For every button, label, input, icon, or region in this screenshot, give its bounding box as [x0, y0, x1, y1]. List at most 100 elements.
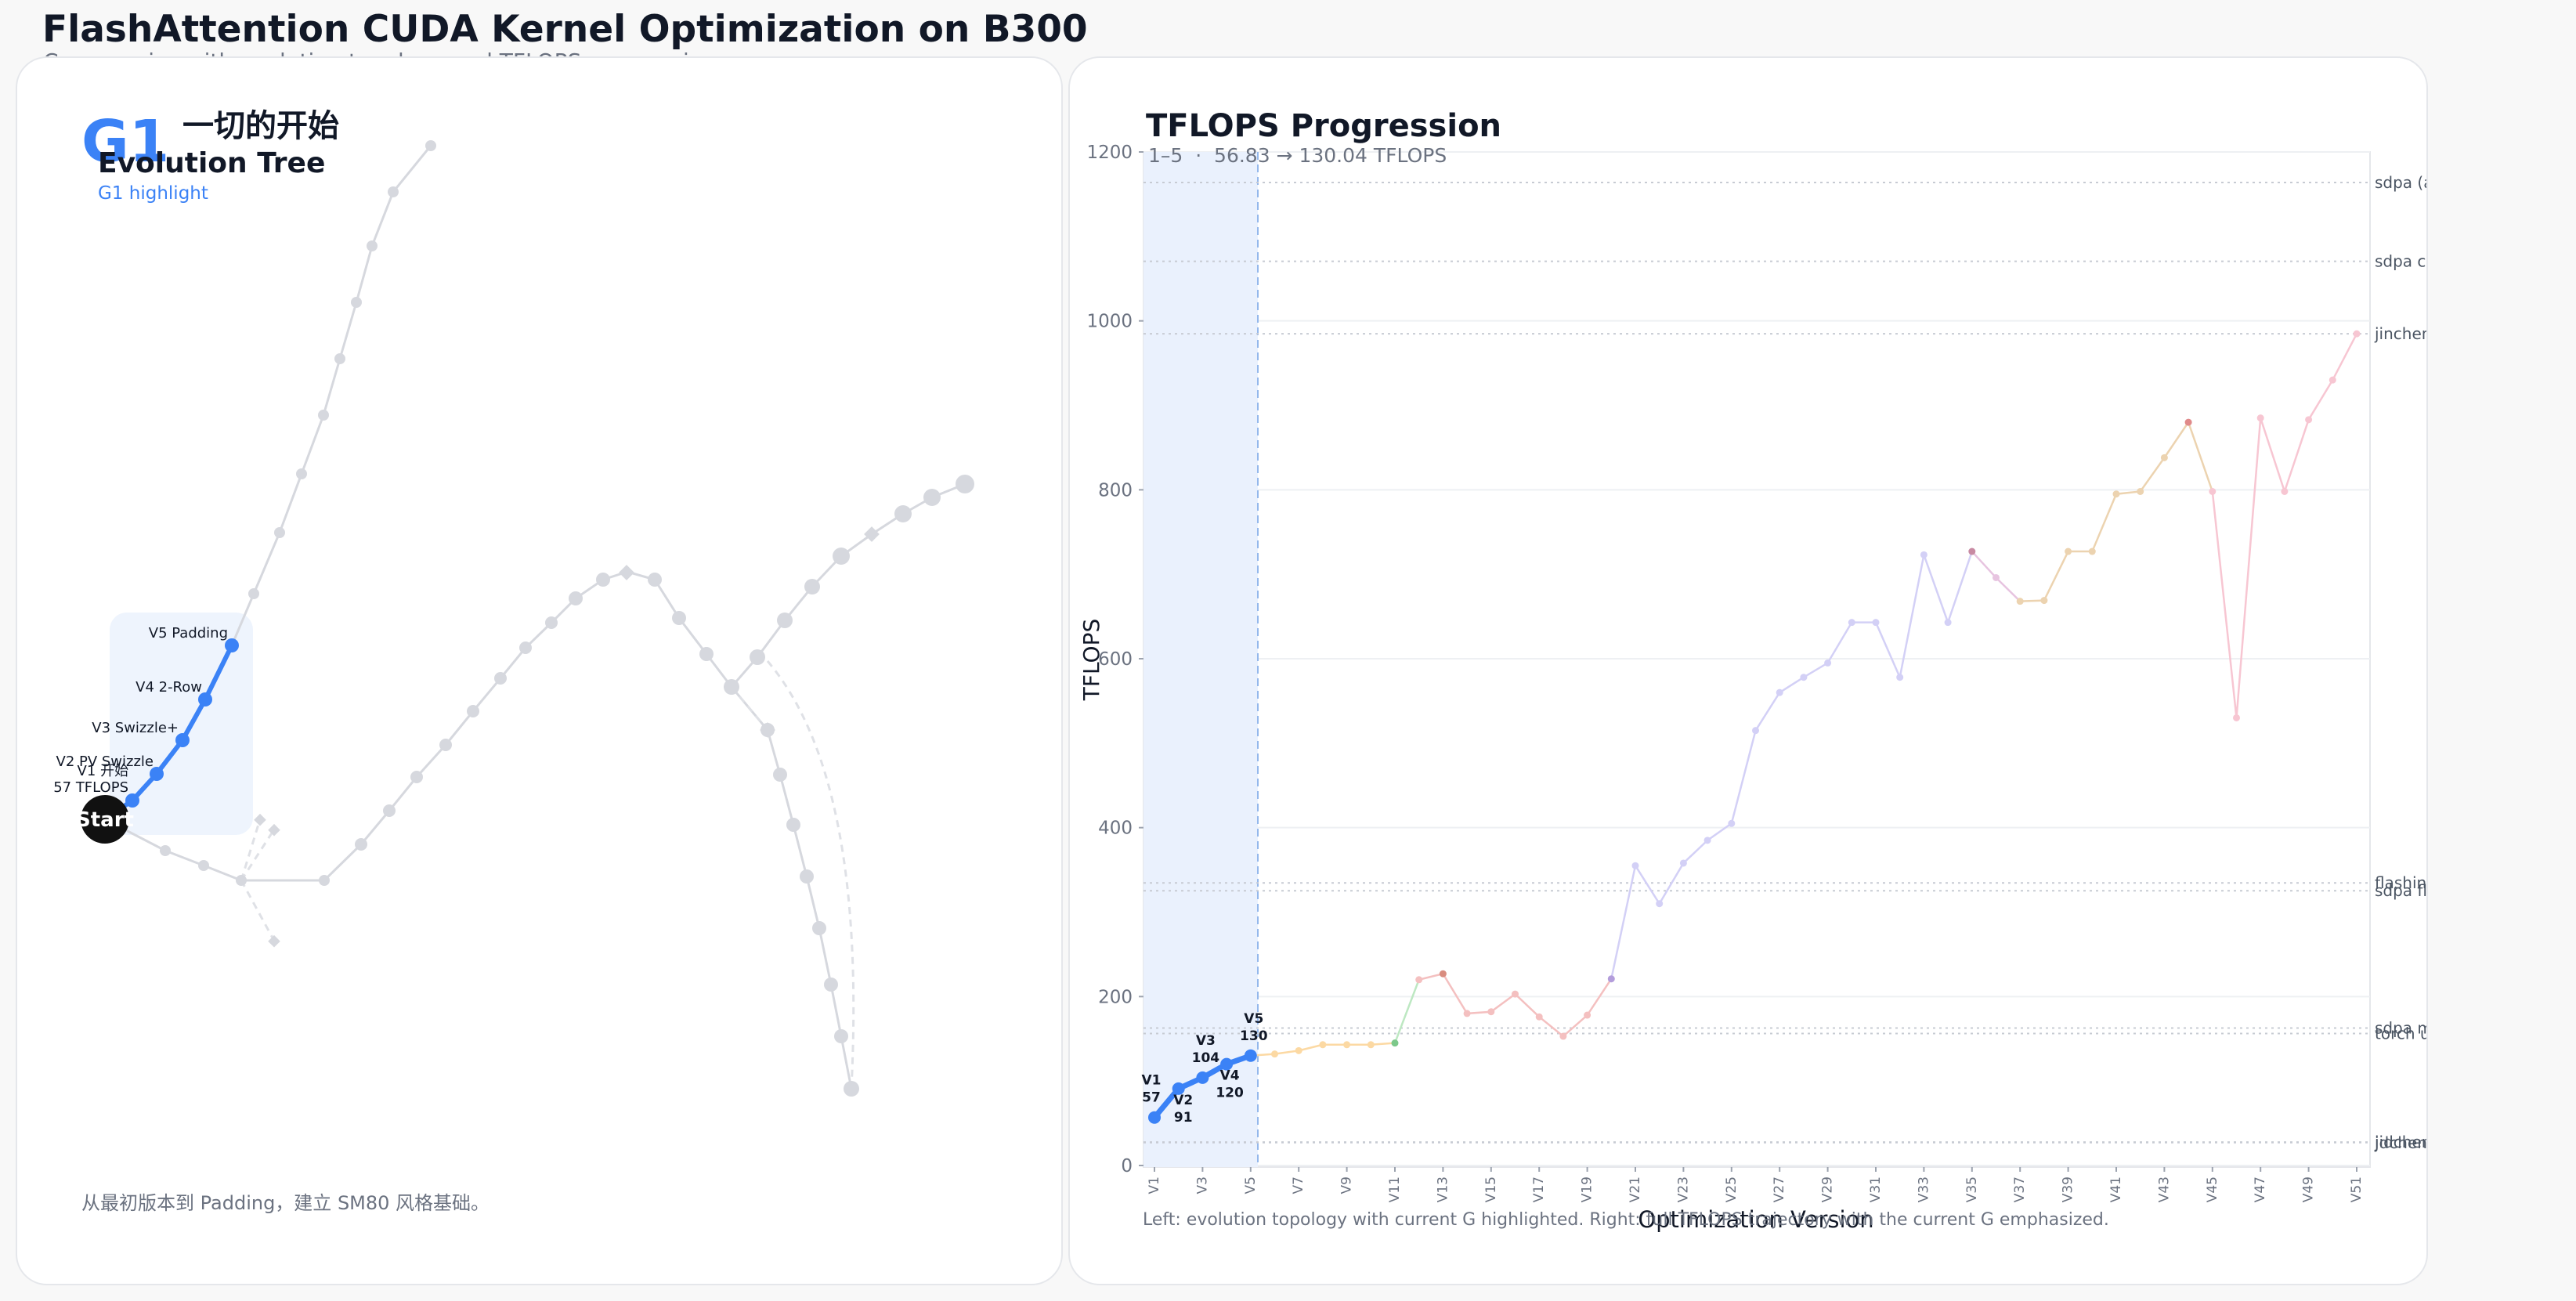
reference-line-name: sdpa cudnn — [2375, 252, 2426, 271]
reference-line-label: flashinfer prefill334.6 — [2375, 873, 2426, 892]
node-label-v1: V1 开始 — [78, 763, 129, 779]
node-label-v4: V4 2-Row — [135, 679, 202, 696]
x-ticks: V1 V3 V5 V7 V9 V11 V13 V15 V17 V19 V21 V23 V25 V27 V29… — [1147, 1167, 2365, 1202]
x-tick-label: V19 — [1580, 1176, 1595, 1202]
point-label-value: 130 — [1240, 1028, 1268, 1044]
start-node-label: Start — [76, 808, 134, 832]
x-tick-label: V23 — [1675, 1176, 1691, 1202]
highlight-label: G1 highlight — [98, 183, 208, 204]
data-point — [1800, 674, 1808, 681]
y-tick-label: 800 — [1098, 480, 1133, 501]
node-label-tflops: 57 TFLOPS — [53, 779, 128, 796]
reference-line-name: flashinfer prefill — [2375, 873, 2426, 892]
series-line — [1393, 979, 1420, 1044]
data-point — [2137, 487, 2144, 495]
highlight-data-point — [1172, 1082, 1185, 1095]
reference-line-label: sdpa flash325.3 — [2375, 881, 2426, 900]
data-point — [1752, 727, 1759, 735]
x-tick-label: V27 — [1772, 1176, 1787, 1202]
g1-highlight-nodes — [125, 638, 239, 808]
data-point — [1824, 659, 1832, 667]
data-point — [2112, 490, 2120, 498]
node-label-v2: V2 PV Swizzle — [56, 753, 154, 770]
data-point — [1944, 619, 1952, 627]
highlight-data-point — [1244, 1049, 1257, 1062]
x-tick-label: V39 — [2061, 1176, 2076, 1202]
data-point — [1367, 1041, 1375, 1049]
data-point — [1872, 619, 1880, 627]
data-point — [1559, 1032, 1567, 1040]
x-tick-label: V49 — [2301, 1176, 2317, 1202]
y-tick-label: 400 — [1098, 819, 1133, 839]
reference-line-label: sdpa (auto)1163.8 — [2375, 173, 2426, 192]
reference-line-label: sdpa cudnn1070.5 — [2375, 252, 2426, 271]
data-point — [1343, 1041, 1351, 1049]
tree-highlight-area — [110, 613, 253, 835]
data-point — [2088, 548, 2096, 555]
data-point — [2065, 548, 2072, 555]
y-tick-label: 1200 — [1086, 143, 1133, 163]
data-point — [1463, 1010, 1471, 1017]
data-point — [2184, 418, 2192, 426]
x-tick-label: V47 — [2253, 1176, 2268, 1202]
point-label-version: V4 — [1220, 1068, 1240, 1084]
y-tick-label: 200 — [1098, 987, 1133, 1007]
data-point — [2160, 454, 2168, 461]
chart-subtitle: 1–5 · 56.83 → 130.04 TFLOPS — [1148, 144, 1447, 167]
data-point — [2016, 598, 2024, 605]
data-point — [1848, 619, 1855, 627]
chart-title: TFLOPS Progression — [1146, 108, 1501, 144]
data-point — [2040, 597, 2048, 605]
y-tick-label: 1000 — [1086, 312, 1133, 332]
data-point — [1728, 819, 1736, 827]
tree-caption: 从最初版本到 Padding，建立 SM80 风格基础。 — [81, 1192, 490, 1214]
tree-title: Evolution Tree — [98, 147, 325, 179]
data-point — [1295, 1046, 1302, 1054]
data-point — [2209, 487, 2217, 495]
data-point — [2329, 376, 2336, 384]
highlight-data-point — [1148, 1111, 1161, 1124]
point-label-version: V1 — [1142, 1073, 1162, 1089]
reference-line-label: torch unfused156.3 — [2375, 1024, 2426, 1043]
point-label-value: 57 — [1142, 1090, 1161, 1106]
data-point — [2353, 330, 2361, 338]
x-tick-label: V45 — [2205, 1176, 2220, 1202]
x-tick-label: V41 — [2108, 1176, 2124, 1202]
x-tick-label: V29 — [1820, 1176, 1836, 1202]
data-point — [1391, 1039, 1399, 1047]
data-point — [1703, 837, 1711, 844]
x-tick-label: V17 — [1531, 1176, 1547, 1202]
reference-line-label: sdpa mem_efficient162.7 — [2375, 1019, 2426, 1038]
point-label-version: V2 — [1173, 1093, 1193, 1108]
highlight-band — [1143, 152, 1259, 1167]
node-label-v5: V5 Padding — [149, 625, 228, 641]
x-tick-label: V1 — [1147, 1176, 1162, 1194]
data-point — [2233, 714, 2240, 721]
data-point — [1896, 674, 1904, 681]
data-point — [1656, 900, 1664, 908]
x-tick-label: V11 — [1387, 1176, 1403, 1202]
y-tick-label: 600 — [1098, 649, 1133, 670]
node-label-v3: V3 Swizzle+ — [92, 720, 179, 736]
data-point — [2281, 487, 2289, 495]
y-tick-label: 0 — [1121, 1156, 1133, 1176]
reference-line-label: jdcheng_027.1 — [2374, 1133, 2426, 1152]
page-title: FlashAttention CUDA Kernel Optimization … — [42, 8, 1088, 51]
x-tick-label: V7 — [1291, 1176, 1306, 1194]
data-point — [1271, 1050, 1278, 1058]
x-tick-label: V31 — [1868, 1176, 1884, 1202]
data-point — [2305, 416, 2313, 424]
tflops-chart-card: sdpa (auto)1163.8 sdpa cudnn1070.5 jinchen… — [1068, 56, 2428, 1285]
series-layer — [1148, 330, 2361, 1124]
x-tick-label: V33 — [1916, 1176, 1931, 1202]
start-node — [81, 795, 129, 844]
grid-layer — [1143, 151, 2370, 1166]
data-point — [1319, 1041, 1327, 1049]
data-point — [1607, 975, 1615, 983]
data-point — [1487, 1008, 1495, 1016]
reference-line-label: jidcheng_027.7 — [2374, 1133, 2426, 1151]
y-ticks: 0 200 400 600 800 1000 1200 — [1086, 143, 1143, 1176]
x-tick-label: V15 — [1483, 1176, 1499, 1202]
highlight-data-point — [1220, 1057, 1234, 1071]
